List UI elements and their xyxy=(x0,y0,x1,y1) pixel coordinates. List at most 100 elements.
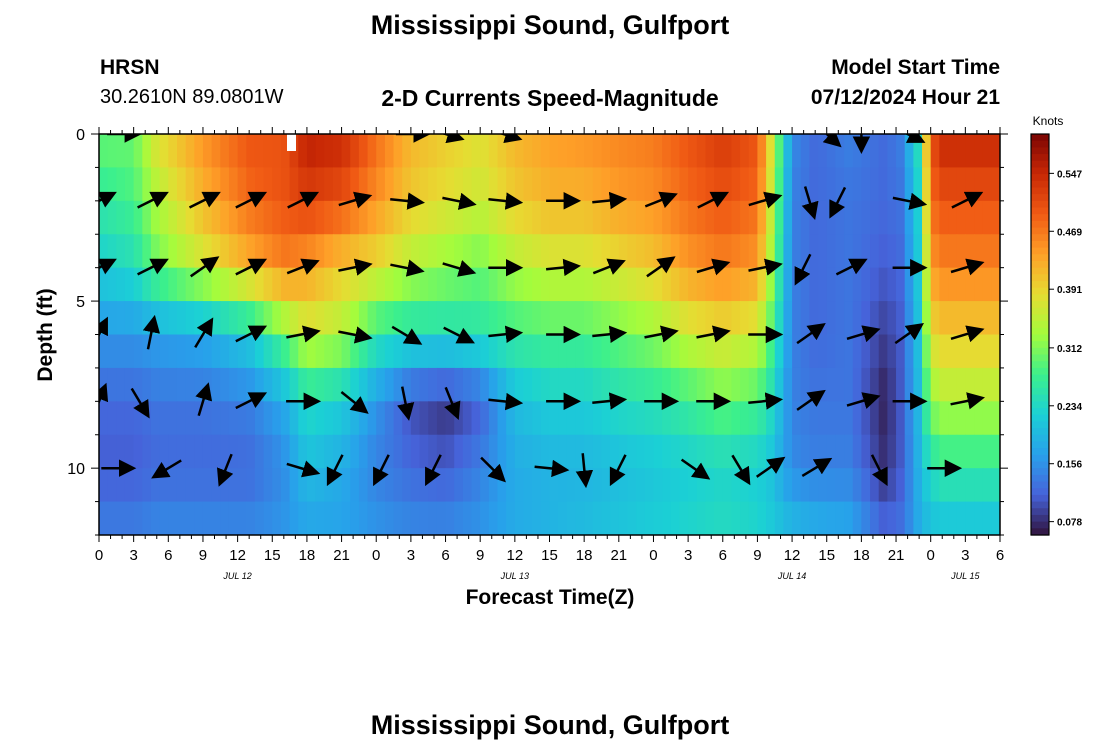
heatmap-cell xyxy=(549,234,559,269)
heatmap-cell xyxy=(922,234,932,269)
heatmap-cell xyxy=(566,401,577,436)
heatmap-cell xyxy=(722,434,733,469)
current-vector-arrow xyxy=(216,453,234,487)
heatmap-cell xyxy=(653,501,663,535)
heatmap-cell xyxy=(185,501,195,535)
heatmap-cell xyxy=(237,267,247,302)
heatmap-cell xyxy=(792,501,802,535)
heatmap-cell xyxy=(774,401,785,436)
heatmap-cell xyxy=(272,301,282,336)
heatmap-cell xyxy=(263,401,273,436)
heatmap-cell xyxy=(445,200,455,235)
heatmap-cell xyxy=(783,334,793,369)
heatmap-cell xyxy=(133,134,143,169)
heatmap-cell xyxy=(982,434,992,469)
heatmap-cell xyxy=(298,434,308,469)
heatmap-cell xyxy=(280,367,291,402)
heatmap-cell xyxy=(818,301,828,336)
current-vector-arrow xyxy=(488,325,524,343)
heatmap-cell xyxy=(948,134,958,169)
heatmap-cell xyxy=(176,200,187,235)
heatmap-cell xyxy=(124,434,135,469)
heatmap-cell xyxy=(202,134,213,169)
heatmap-cell xyxy=(393,468,403,503)
heatmap-cell xyxy=(116,234,126,269)
heatmap-cell xyxy=(237,501,247,535)
heatmap-cell xyxy=(575,434,585,469)
heatmap-cell xyxy=(844,334,854,369)
heatmap-cell xyxy=(523,468,533,503)
heatmap-cell xyxy=(367,434,377,469)
heatmap-cell xyxy=(670,367,681,402)
heatmap-cell xyxy=(852,501,862,535)
heatmap-cell xyxy=(471,334,481,369)
heatmap-cell xyxy=(601,401,611,436)
heatmap-cell xyxy=(514,134,525,169)
heatmap-cell xyxy=(844,267,854,302)
x-tick-label: 15 xyxy=(818,547,835,564)
heatmap-cell xyxy=(298,401,308,436)
heatmap-cell xyxy=(246,468,256,503)
heatmap-cell xyxy=(306,334,317,369)
heatmap-cell xyxy=(861,134,871,169)
current-vector-arrow xyxy=(188,191,221,209)
heatmap-cell xyxy=(922,501,932,535)
colorbar-segment xyxy=(1031,174,1049,182)
heatmap-cell xyxy=(393,334,403,369)
heatmap-cell xyxy=(341,334,351,369)
colorbar-segment xyxy=(1031,481,1049,489)
heatmap-cell xyxy=(298,167,308,202)
heatmap-cell xyxy=(636,167,646,202)
current-vector-arrow xyxy=(142,314,161,350)
heatmap-cell xyxy=(228,434,239,469)
heatmap-cell xyxy=(679,501,689,535)
heatmap-cell xyxy=(670,200,681,235)
heatmap-cell xyxy=(341,367,351,402)
heatmap-cell xyxy=(289,501,299,535)
heatmap-cell xyxy=(289,367,299,402)
heatmap-cell xyxy=(194,134,204,169)
heatmap-cell xyxy=(766,167,776,202)
heatmap-cell xyxy=(332,434,343,469)
heatmap-cell xyxy=(445,134,455,169)
current-vector-arrow xyxy=(609,454,627,487)
current-vector-arrow xyxy=(846,392,881,409)
heatmap-cell xyxy=(592,434,603,469)
current-vector-arrow xyxy=(646,256,676,278)
heatmap-cell xyxy=(254,334,265,369)
heatmap-cell xyxy=(679,267,689,302)
heatmap-cell xyxy=(930,200,940,235)
heatmap-cell xyxy=(878,501,888,535)
heatmap-cell xyxy=(705,367,715,402)
heatmap-cell xyxy=(974,434,984,469)
heatmap-cell xyxy=(280,134,291,169)
heatmap-cell xyxy=(107,401,117,436)
heatmap-cell xyxy=(922,334,932,369)
heatmap-cell xyxy=(870,367,880,402)
heatmap-cell xyxy=(896,468,906,503)
colorbar-tick-label: 0.078 xyxy=(1057,518,1082,529)
heatmap-cell xyxy=(124,401,135,436)
heatmap-cell xyxy=(454,301,464,336)
heatmap-cell xyxy=(107,334,117,369)
heatmap-cell xyxy=(800,401,810,436)
heatmap-cell xyxy=(150,501,161,535)
date-label: JUL 13 xyxy=(500,571,529,581)
heatmap-cell xyxy=(748,468,759,503)
heatmap-cell xyxy=(159,468,169,503)
heatmap-cell xyxy=(150,234,161,269)
heatmap-cell xyxy=(904,434,914,469)
current-vector-arrow xyxy=(338,326,373,344)
heatmap-cell xyxy=(627,167,637,202)
heatmap-cell xyxy=(852,468,862,503)
heatmap-cell xyxy=(740,401,750,436)
colorbar-tick-label: 0.234 xyxy=(1057,402,1082,413)
heatmap-cell xyxy=(523,267,533,302)
heatmap-cell xyxy=(514,167,525,202)
heatmap-cell xyxy=(228,301,239,336)
heatmap-cell xyxy=(956,468,966,503)
colorbar-segment xyxy=(1031,387,1049,396)
heatmap-cell xyxy=(913,167,923,202)
heatmap-cell xyxy=(506,401,516,436)
heatmap-cell xyxy=(107,367,117,402)
